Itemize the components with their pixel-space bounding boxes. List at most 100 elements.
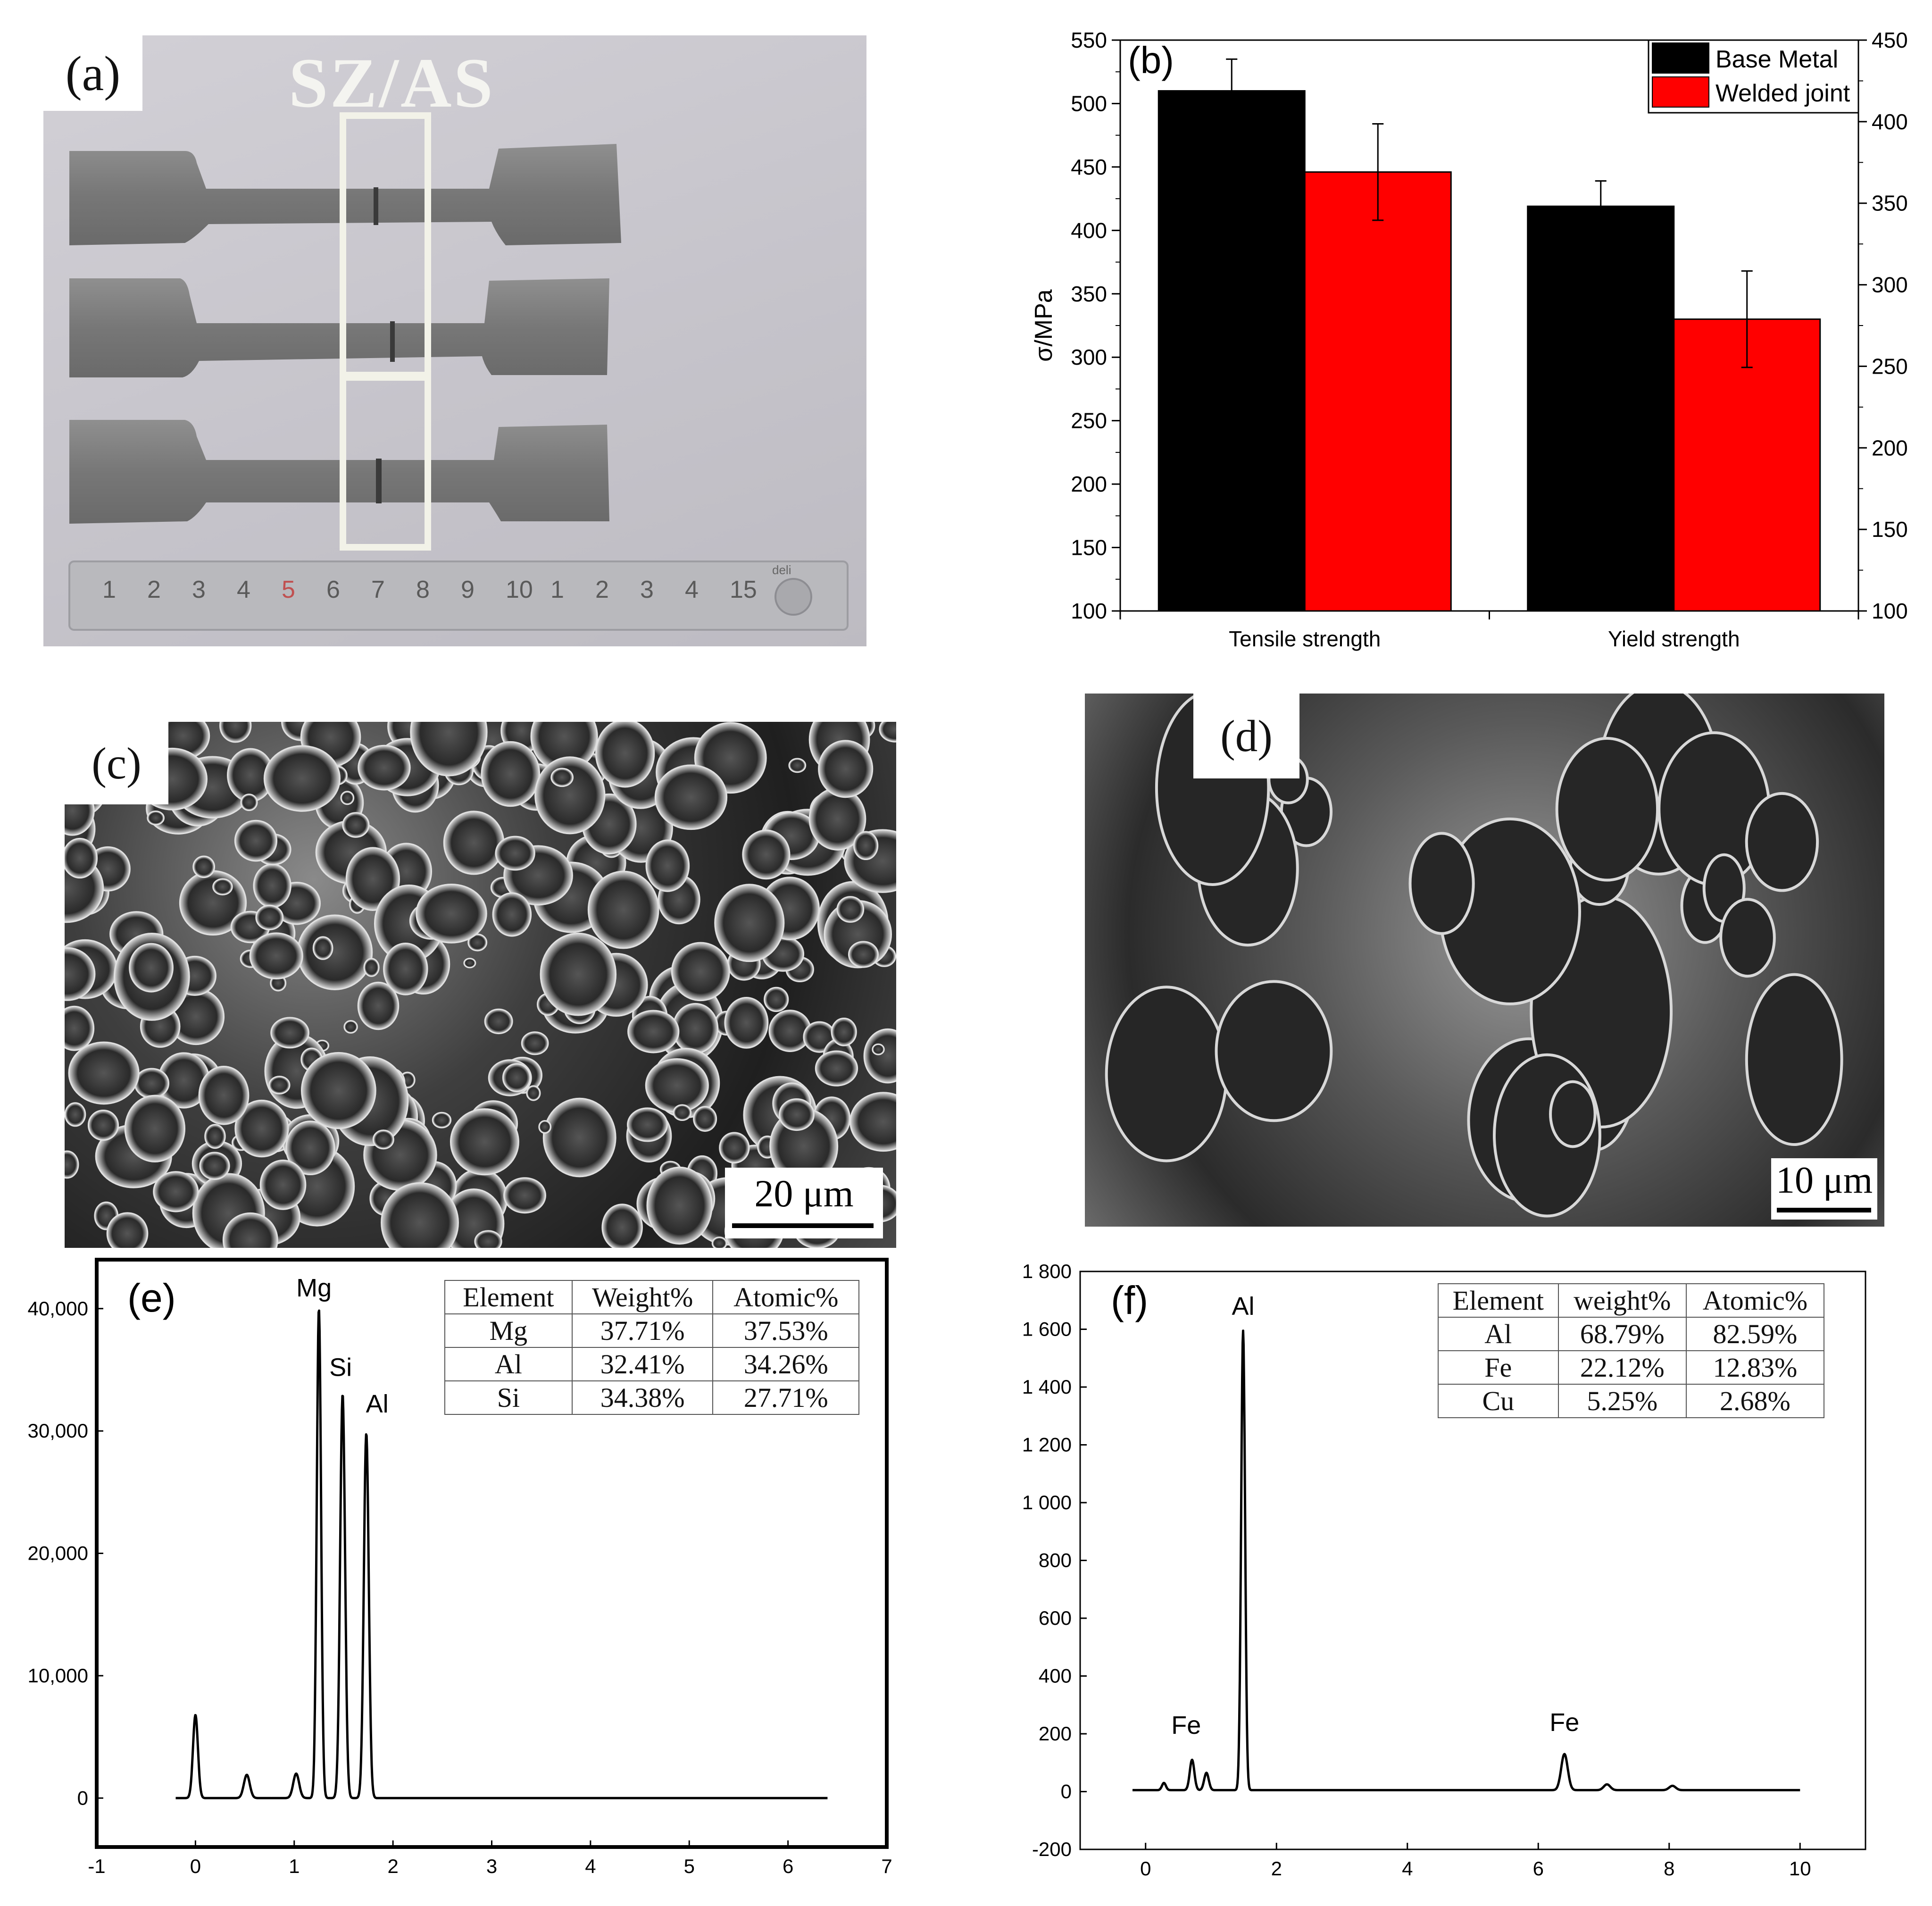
table-row: Mg 37.71% 37.53% [444,1313,859,1348]
y-tick-label: 1 800 [1022,1260,1072,1282]
dimple [199,1152,230,1180]
dimple [526,1085,541,1101]
dimple [357,981,400,1030]
y-tick-label: 600 [1039,1607,1072,1629]
ruler-number: 4 [685,576,699,603]
ruler-hole [774,578,812,616]
dimple [671,942,730,1002]
dimple [68,1041,140,1105]
dimple [831,1018,857,1046]
dimple [719,1132,750,1164]
y-tick-label: 10,000 [28,1664,88,1687]
dimple [65,837,98,879]
void [1745,792,1819,892]
panel-d-sem-image: (d) 10 μm [1085,694,1884,1227]
chart-b: 100 150 200 250 300 350 400 450 500 550 100 150 200 2… [1030,28,1908,651]
x-tick-label: 8 [1664,1857,1674,1880]
table-row: Al 32.41% 34.26% [444,1347,859,1381]
dimple [255,904,284,930]
panel-d-scale-line [1777,1208,1871,1212]
y-tick-label: -200 [1032,1838,1072,1860]
table-header-row: Element weight% Atomic% [1438,1283,1825,1318]
void-texture [1105,694,1843,1218]
dimple [645,839,690,892]
eds-table-e: Element Weight% Atomic% Mg 37.71% 37.53% Al 32.… [444,1280,859,1415]
dimple [450,1108,519,1176]
dimple [212,878,233,895]
x-tick-label: 0 [190,1855,201,1877]
panel-d-scale-text: 10 μm [1775,1160,1873,1201]
panel-c-label: (c) [65,722,168,804]
specimens-drawing [68,112,849,631]
chart-f: -200 0 200 400 600 800 1 000 1 200 1 400 1 600 1 8… [1022,1260,1866,1880]
dimple [879,722,896,743]
void [1555,736,1659,882]
dimple [134,1068,170,1099]
dimple [204,1124,226,1149]
ruler-number: 3 [640,576,654,603]
table-row: Fe 22.12% 12.83% [1438,1350,1825,1385]
dimple [788,758,807,773]
dimple [863,1028,896,1084]
dimple [253,863,291,908]
specimen-2 [69,278,609,377]
dimple [297,914,373,990]
x-tick-label: 2 [387,1855,398,1877]
peak-label: Fe [1171,1711,1201,1739]
dimple [416,883,487,944]
dimple [222,1212,278,1248]
x-tick-label: 5 [684,1855,695,1877]
y2-tick-label: 300 [1872,273,1908,297]
dimple [503,1177,546,1214]
legend-swatch [1652,76,1709,108]
table-header-cell: Atomic% [1685,1283,1825,1318]
dimple [147,811,165,826]
legend-label: Welded joint [1715,80,1850,107]
bar-base-metal [1527,205,1675,612]
dimple [270,1017,309,1049]
y-tick-label: 350 [1071,282,1107,306]
panel-d-label: (d) [1193,694,1299,778]
y-tick-label: 0 [1061,1781,1072,1803]
y-tick-label: 400 [1039,1665,1072,1687]
peak-label: Al [1232,1292,1254,1321]
void [1549,1080,1597,1148]
ruler-brand: deli [772,563,791,577]
panel-b-label: (b) [1128,39,1174,81]
panel-c-scale-bar: 20 μm [725,1168,883,1238]
void [1745,973,1843,1146]
dimple [646,1166,713,1245]
panel-d-scale-bar: 10 μm [1771,1158,1877,1220]
y2-tick-label: 150 [1872,517,1908,542]
ruler-number: 6 [326,576,340,603]
ruler-number: 3 [192,576,206,603]
bar-welded-joint [1304,171,1452,612]
y-tick-label: 1 000 [1022,1491,1072,1513]
y-tick-label: 300 [1071,345,1107,369]
dimple [627,1010,680,1053]
dimple [192,855,216,878]
dimple [268,1076,291,1095]
dimple [124,1095,186,1162]
dimple [129,943,174,993]
eds-table-f: Element weight% Atomic% Al 68.79% 82.59% Fe 22.… [1438,1283,1825,1418]
dimple [492,892,532,937]
table-cell: 12.83% [1685,1350,1825,1385]
dimple [540,932,617,1016]
panel-c-sem-image: (c) 20 μm [65,722,896,1248]
dimple [106,1212,149,1248]
table-cell: Al [1438,1317,1559,1351]
y-tick-label: 0 [77,1787,88,1809]
dimple [410,722,488,777]
y-tick-label: 150 [1071,535,1107,560]
dimple [312,936,333,960]
dimple [234,819,278,862]
dimple [587,870,659,949]
void [1408,832,1475,935]
dimple [219,722,252,743]
table-header-cell: Element [1438,1283,1559,1318]
x-tick-label: 6 [783,1855,793,1877]
ruler-number: 1 [102,576,116,603]
y2-tick-label: 400 [1872,109,1908,134]
